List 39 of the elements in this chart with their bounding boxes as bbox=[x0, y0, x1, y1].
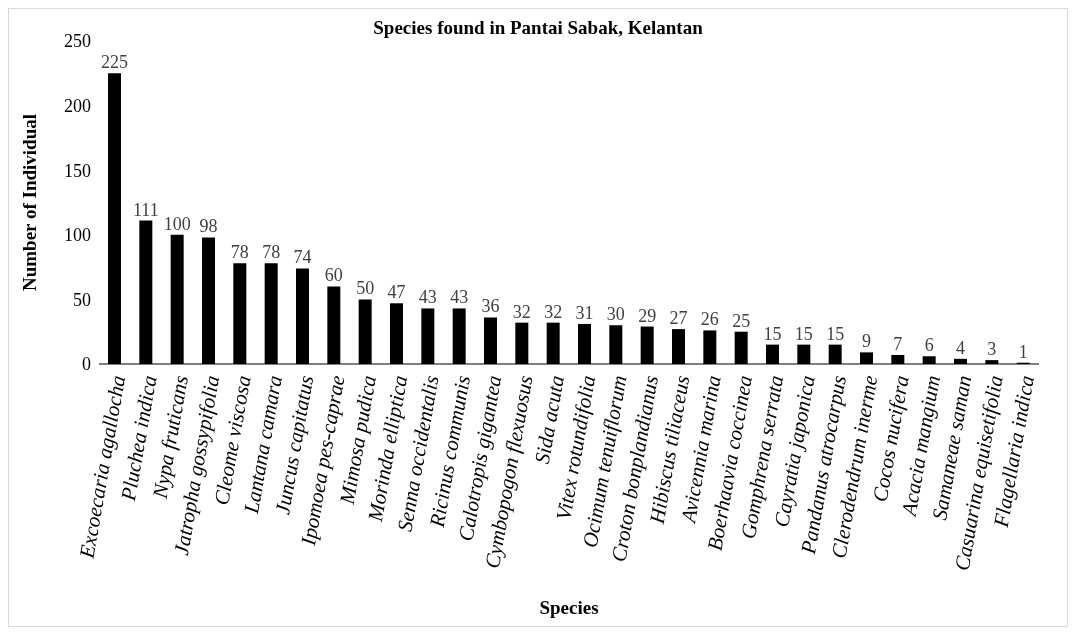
x-axis-title: Species bbox=[539, 597, 599, 618]
data-label: 27 bbox=[669, 308, 688, 329]
y-axis-title: Number of Individual bbox=[18, 113, 40, 292]
data-label: 47 bbox=[387, 282, 406, 303]
data-label: 29 bbox=[638, 305, 657, 326]
data-label: 6 bbox=[924, 335, 934, 356]
data-label: 7 bbox=[893, 333, 903, 354]
data-label: 60 bbox=[324, 265, 343, 286]
data-label: 26 bbox=[700, 309, 719, 330]
data-label: 100 bbox=[163, 213, 191, 234]
data-label: 32 bbox=[512, 301, 531, 322]
data-label: 15 bbox=[826, 323, 845, 344]
data-label: 31 bbox=[575, 302, 594, 323]
data-label: 225 bbox=[101, 52, 128, 73]
data-label: 78 bbox=[262, 242, 281, 263]
data-label: 30 bbox=[606, 304, 625, 325]
y-tick-label: 250 bbox=[64, 31, 91, 52]
data-label: 3 bbox=[987, 339, 997, 360]
y-tick-label: 0 bbox=[82, 354, 91, 375]
y-tick-label: 150 bbox=[64, 160, 91, 181]
y-tick-label: 100 bbox=[64, 225, 91, 246]
data-label: 1 bbox=[1018, 341, 1028, 362]
data-label: 15 bbox=[794, 323, 813, 344]
data-label: 4 bbox=[956, 337, 965, 358]
data-label: 78 bbox=[230, 242, 249, 263]
data-label: 50 bbox=[356, 278, 375, 299]
chart-title: Species found in Pantai Sabak, Kelantan bbox=[373, 17, 703, 38]
data-label: 25 bbox=[732, 310, 751, 331]
data-label: 9 bbox=[862, 331, 871, 352]
y-tick-label: 200 bbox=[64, 95, 91, 116]
data-label: 43 bbox=[450, 287, 469, 308]
data-label: 32 bbox=[544, 301, 563, 322]
data-label: 43 bbox=[418, 287, 437, 308]
data-label: 36 bbox=[481, 296, 500, 317]
data-label: 74 bbox=[293, 247, 312, 268]
data-label: 111 bbox=[133, 199, 159, 220]
y-tick-label: 50 bbox=[73, 289, 91, 310]
data-label: 15 bbox=[763, 323, 782, 344]
data-label: 98 bbox=[199, 216, 218, 237]
